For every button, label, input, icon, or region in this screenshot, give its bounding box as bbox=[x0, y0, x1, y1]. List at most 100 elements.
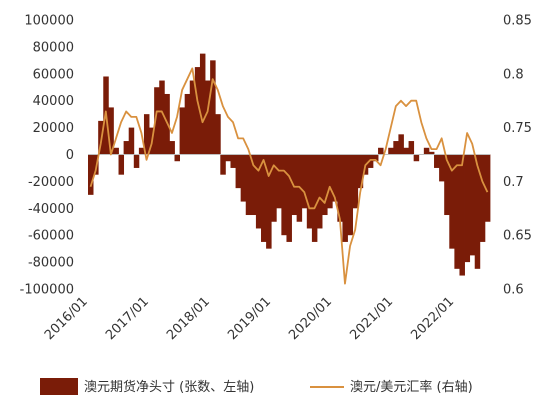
bar bbox=[337, 154, 343, 222]
bar bbox=[322, 154, 328, 216]
bar bbox=[454, 154, 460, 269]
bar bbox=[271, 154, 277, 222]
bar bbox=[189, 80, 196, 155]
bar bbox=[210, 60, 216, 155]
right-tick-label: 0.8 bbox=[503, 67, 524, 82]
right-tick-label: 0.6 bbox=[503, 283, 524, 298]
bar bbox=[108, 107, 114, 155]
left-tick-label: 20000 bbox=[33, 121, 74, 136]
bar bbox=[128, 127, 135, 155]
bar bbox=[306, 154, 313, 229]
left-tick-label: -40000 bbox=[28, 202, 74, 217]
bar bbox=[428, 151, 435, 155]
bar bbox=[434, 154, 440, 168]
bar bbox=[357, 154, 364, 189]
bar bbox=[174, 154, 180, 162]
bar bbox=[423, 147, 430, 155]
bar bbox=[439, 154, 445, 182]
bar bbox=[220, 154, 226, 175]
bar bbox=[398, 134, 404, 155]
left-tick-label: 100000 bbox=[24, 14, 74, 29]
bar bbox=[113, 147, 119, 155]
bar bbox=[230, 154, 236, 168]
bar bbox=[403, 147, 409, 155]
bar bbox=[184, 93, 191, 155]
bar bbox=[199, 53, 206, 155]
bar bbox=[459, 154, 465, 276]
bar bbox=[143, 114, 150, 155]
x-tick-label: 2019/01 bbox=[225, 294, 274, 343]
bar bbox=[123, 141, 130, 155]
x-tick-label: 2017/01 bbox=[103, 294, 152, 343]
line-layer bbox=[89, 67, 489, 285]
bar bbox=[133, 154, 140, 168]
left-tick-label: 40000 bbox=[33, 94, 74, 109]
bar bbox=[235, 154, 242, 189]
x-tick-label: 2022/01 bbox=[408, 294, 457, 343]
bar bbox=[245, 154, 252, 216]
x-tick-label: 2021/01 bbox=[347, 294, 396, 343]
bar bbox=[194, 67, 201, 155]
legend-label-bar: 澳元期货净头寸 (张数、左轴) bbox=[84, 379, 254, 395]
bar bbox=[332, 154, 338, 202]
left-tick-label: -80000 bbox=[28, 256, 74, 271]
left-tick-label: -100000 bbox=[20, 283, 74, 298]
series-line-audusd bbox=[89, 67, 489, 285]
bar bbox=[250, 154, 257, 216]
bar bbox=[372, 154, 379, 162]
bar bbox=[316, 154, 323, 229]
bar bbox=[286, 154, 292, 242]
bar bbox=[255, 154, 262, 229]
bar bbox=[301, 154, 308, 209]
legend-swatch-bar bbox=[40, 378, 78, 395]
bar bbox=[484, 154, 491, 222]
right-tick-label: 0.75 bbox=[503, 121, 532, 136]
bar bbox=[276, 154, 282, 209]
bar bbox=[327, 154, 333, 209]
bar bbox=[169, 141, 175, 155]
bar bbox=[408, 141, 415, 155]
bar bbox=[342, 154, 348, 242]
bar bbox=[449, 154, 455, 249]
bar bbox=[469, 154, 476, 256]
bar bbox=[88, 154, 94, 195]
bar bbox=[388, 147, 394, 155]
bar bbox=[240, 154, 247, 202]
bar bbox=[93, 154, 99, 175]
bar bbox=[393, 141, 399, 155]
left-tick-label: 0 bbox=[66, 148, 74, 163]
left-tick-label: -20000 bbox=[28, 175, 74, 190]
bar bbox=[464, 154, 471, 263]
bar bbox=[444, 154, 450, 216]
left-tick-label: 60000 bbox=[33, 67, 74, 82]
right-tick-label: 0.85 bbox=[503, 14, 532, 29]
right-tick-label: 0.7 bbox=[503, 175, 524, 190]
bar bbox=[311, 154, 318, 242]
bar bbox=[118, 154, 125, 175]
bar bbox=[261, 154, 267, 242]
left-axis-ticks: 100000 80000 60000 40000 20000 0 -20000 -40000 -… bbox=[20, 14, 74, 298]
legend-label-line: 澳元/美元汇率 (右轴) bbox=[350, 379, 473, 395]
left-tick-label: 80000 bbox=[33, 40, 74, 55]
bar bbox=[215, 114, 221, 155]
right-tick-label: 0.65 bbox=[503, 229, 532, 244]
bar bbox=[179, 107, 186, 155]
bar bbox=[159, 80, 165, 155]
right-axis-ticks: 0.85 0.8 0.75 0.7 0.65 0.6 bbox=[503, 14, 532, 298]
bar bbox=[291, 154, 298, 216]
x-tick-label: 2016/01 bbox=[42, 294, 91, 343]
bar bbox=[205, 80, 211, 155]
bar bbox=[266, 154, 272, 249]
bar bbox=[138, 147, 145, 155]
x-tick-label: 2018/01 bbox=[164, 294, 213, 343]
bar bbox=[225, 154, 231, 162]
left-tick-label: -60000 bbox=[28, 229, 74, 244]
bar bbox=[378, 147, 384, 155]
bar bbox=[479, 154, 486, 242]
bars-layer bbox=[88, 53, 491, 276]
legend: 澳元期货净头寸 (张数、左轴) 澳元/美元汇率 (右轴) bbox=[40, 378, 473, 395]
bar bbox=[347, 154, 354, 236]
bar bbox=[352, 154, 359, 209]
